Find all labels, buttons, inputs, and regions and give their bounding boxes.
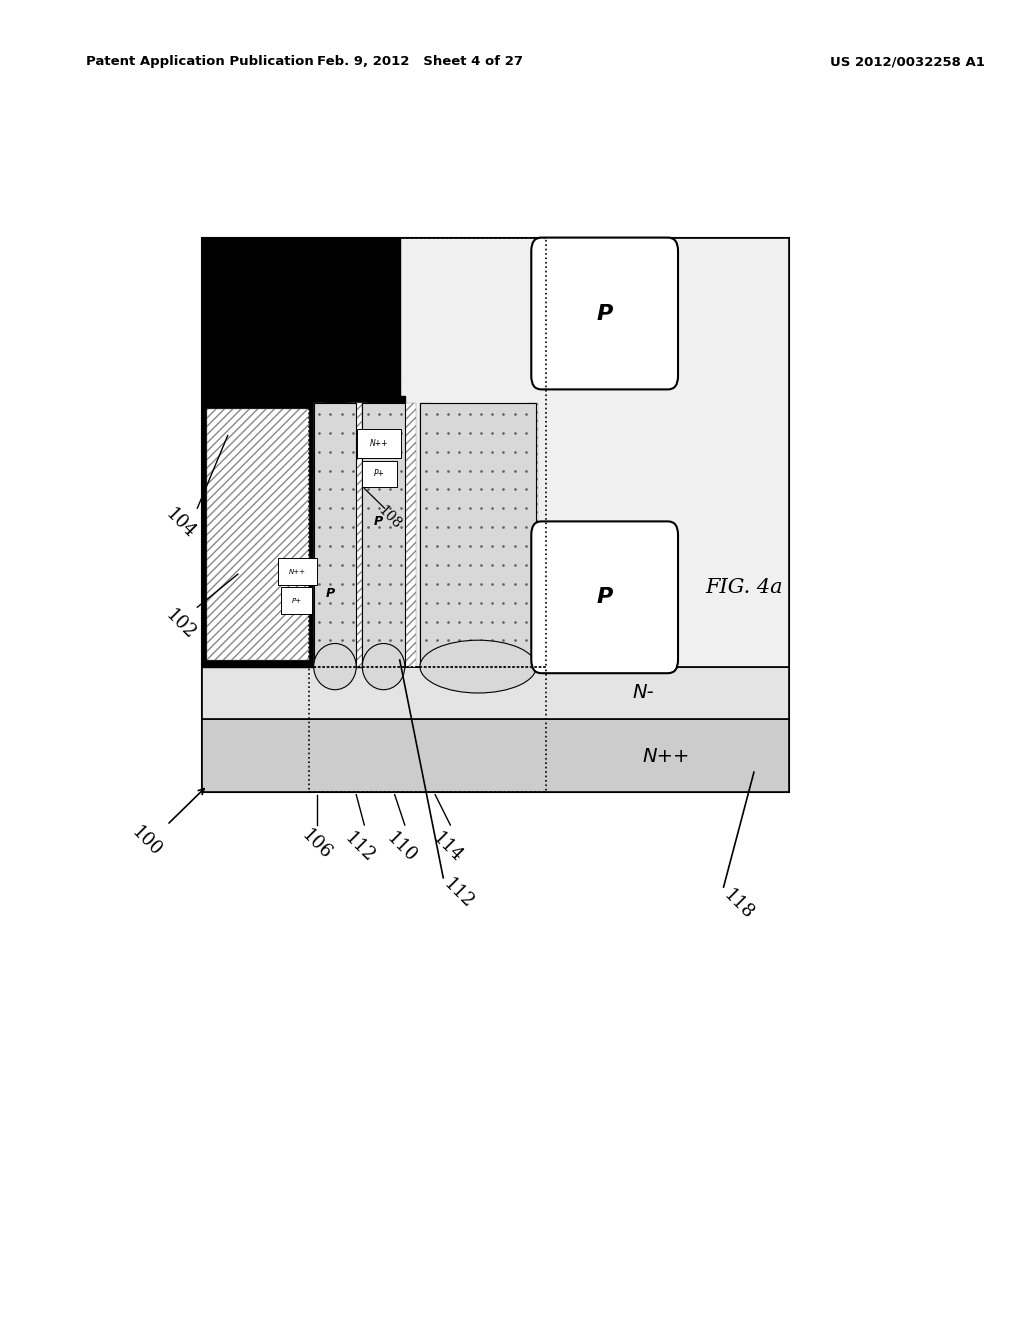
Bar xyxy=(203,383,399,403)
Text: 112: 112 xyxy=(440,875,477,912)
Text: N++: N++ xyxy=(289,569,306,574)
Text: N++: N++ xyxy=(370,440,388,447)
Bar xyxy=(356,396,362,667)
Bar xyxy=(420,403,431,667)
Text: FIG. 4a: FIG. 4a xyxy=(705,578,782,597)
Bar xyxy=(347,403,356,667)
Text: P: P xyxy=(597,304,612,323)
Text: 114: 114 xyxy=(429,829,466,866)
Text: N: N xyxy=(598,523,616,546)
Bar xyxy=(203,238,790,667)
Bar xyxy=(282,587,311,614)
Bar xyxy=(353,403,362,667)
Text: 104: 104 xyxy=(162,506,199,543)
Bar xyxy=(308,667,547,792)
Text: P: P xyxy=(326,587,335,601)
Bar xyxy=(404,403,416,667)
Text: Patent Application Publication: Patent Application Publication xyxy=(86,55,313,69)
Bar xyxy=(208,409,308,660)
Bar xyxy=(362,403,404,667)
Bar xyxy=(420,403,537,667)
FancyBboxPatch shape xyxy=(531,238,678,389)
Text: N-: N- xyxy=(633,684,654,702)
Text: Feb. 9, 2012   Sheet 4 of 27: Feb. 9, 2012 Sheet 4 of 27 xyxy=(317,55,523,69)
Bar xyxy=(203,396,313,667)
Bar xyxy=(399,396,404,587)
Ellipse shape xyxy=(420,640,537,693)
Text: 102: 102 xyxy=(162,606,199,643)
Bar xyxy=(313,403,356,667)
Bar xyxy=(356,403,368,667)
Text: 108: 108 xyxy=(376,503,403,532)
Bar xyxy=(279,558,316,585)
Bar xyxy=(203,719,790,792)
Text: P+: P+ xyxy=(292,598,302,603)
Bar xyxy=(203,238,399,383)
Text: P+: P+ xyxy=(374,470,385,478)
Text: 112: 112 xyxy=(341,829,378,866)
Bar xyxy=(385,587,404,667)
Ellipse shape xyxy=(313,644,356,689)
Bar xyxy=(313,403,325,667)
Ellipse shape xyxy=(362,644,404,689)
Text: P: P xyxy=(374,515,383,528)
Text: 106: 106 xyxy=(298,826,335,863)
Text: US 2012/0032258 A1: US 2012/0032258 A1 xyxy=(829,55,985,69)
Text: 100: 100 xyxy=(128,824,165,861)
Bar xyxy=(203,238,790,792)
Bar xyxy=(527,403,539,667)
Text: N++: N++ xyxy=(643,747,690,766)
Text: 118: 118 xyxy=(720,886,758,923)
FancyBboxPatch shape xyxy=(531,521,678,673)
Bar xyxy=(361,461,397,487)
Text: 110: 110 xyxy=(383,829,420,866)
Bar xyxy=(203,667,790,719)
Text: P: P xyxy=(597,587,612,607)
Bar xyxy=(308,238,547,667)
Bar xyxy=(356,429,401,458)
